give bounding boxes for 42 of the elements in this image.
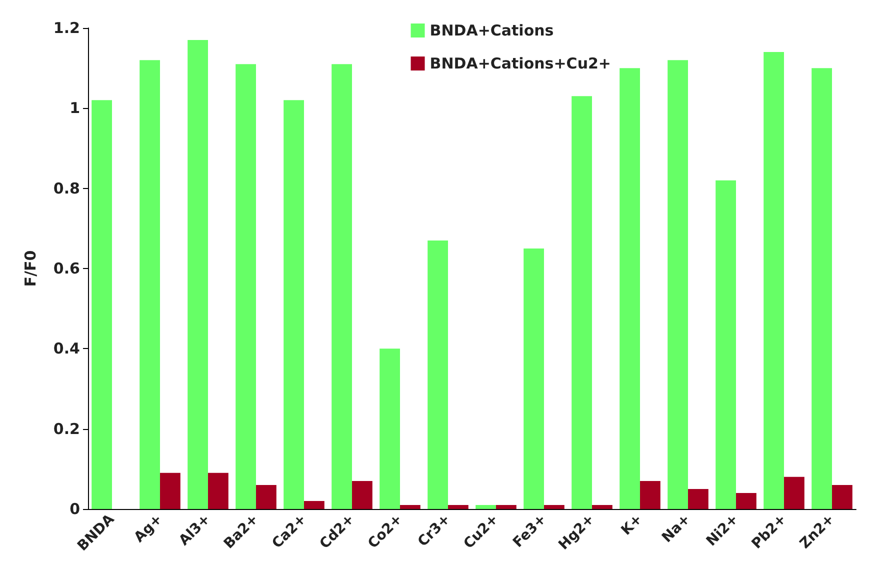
bar	[304, 500, 324, 509]
x-tick-label: K+	[618, 511, 646, 539]
y-tick-label: 0.6	[53, 260, 80, 278]
bar	[256, 484, 276, 509]
bar	[592, 504, 612, 509]
bar	[140, 60, 160, 509]
bar	[160, 472, 180, 509]
bar	[208, 472, 228, 509]
bar	[544, 504, 564, 509]
y-tick-label: 1	[70, 99, 80, 118]
y-tick-label: 0.8	[53, 179, 80, 198]
bar	[524, 248, 544, 509]
bar	[640, 480, 660, 509]
bar	[496, 504, 516, 509]
bar	[236, 64, 256, 509]
legend-label: BNDA+Cations	[430, 22, 554, 40]
bar	[476, 504, 496, 509]
y-tick-label: 0.2	[53, 420, 80, 438]
bar	[832, 484, 852, 509]
bar	[448, 504, 468, 509]
y-tick-label: 1.2	[53, 19, 80, 37]
bar	[92, 100, 112, 509]
legend-label: BNDA+Cations+Cu2+	[430, 54, 612, 72]
bar	[784, 476, 804, 509]
bar	[668, 60, 688, 509]
bar	[716, 180, 736, 509]
bar	[572, 96, 592, 509]
bar	[688, 488, 708, 509]
bar	[812, 68, 832, 509]
bar	[352, 480, 372, 509]
bar	[380, 348, 400, 509]
bar	[284, 100, 304, 509]
bar	[764, 52, 784, 509]
bar	[428, 240, 448, 509]
y-tick-label: 0.4	[53, 340, 80, 358]
bar	[332, 64, 352, 509]
y-axis-title: F/F0	[22, 250, 40, 287]
bar	[736, 492, 756, 509]
bar	[400, 504, 420, 509]
y-tick-label: 0	[70, 500, 80, 518]
bar	[620, 68, 640, 509]
bar	[188, 40, 208, 509]
